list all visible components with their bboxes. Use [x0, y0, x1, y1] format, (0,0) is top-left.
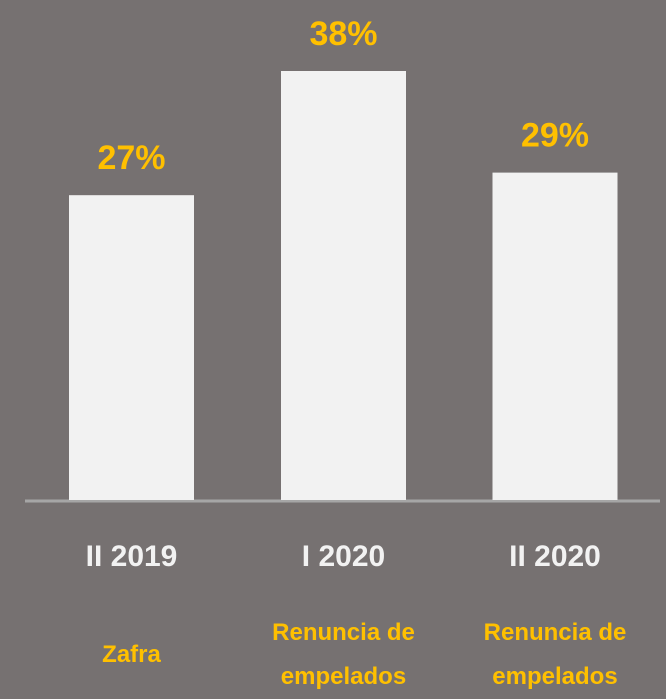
annotation: Zafra — [27, 612, 237, 698]
bar — [69, 195, 194, 500]
x-tick-label: I 2020 — [302, 540, 385, 573]
annotation: Renuncia de empelados — [450, 612, 660, 698]
annotation-text: Renuncia de empelados — [483, 619, 627, 690]
annotation-text: Renuncia de empelados — [272, 619, 415, 690]
bar — [281, 71, 406, 500]
annotation-text: Zafra — [102, 641, 161, 668]
bar — [492, 172, 618, 500]
x-tick-label: II 2020 — [509, 540, 601, 573]
x-tick-label: II 2019 — [86, 540, 178, 573]
value-label: 29% — [521, 117, 589, 155]
annotation: Renuncia de empelados — [239, 612, 449, 698]
value-label: 27% — [97, 139, 165, 177]
value-label: 38% — [309, 15, 377, 53]
